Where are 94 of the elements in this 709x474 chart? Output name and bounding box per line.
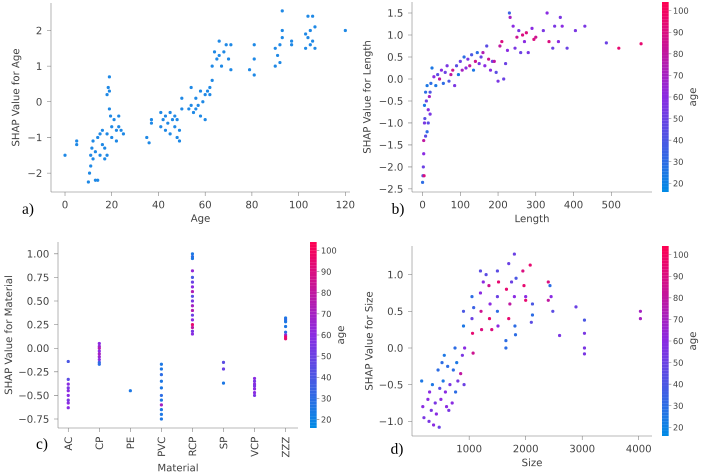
color-bar-label: 60 bbox=[674, 338, 683, 344]
x-axis-title: Age bbox=[190, 214, 210, 224]
color-bar-label: 50 bbox=[674, 115, 683, 122]
y-tick-label: 1 bbox=[36, 62, 42, 70]
x-tick-label: 0 bbox=[62, 200, 68, 208]
y-axis-title: SHAP Value for Material bbox=[4, 276, 12, 394]
y-tick-label: 1.0 bbox=[388, 270, 403, 278]
y-tick-label: −1.0 bbox=[380, 119, 403, 127]
y-tick-label: −0.5 bbox=[380, 380, 402, 388]
color-bar-label: 40 bbox=[673, 381, 683, 388]
y-tick-label: 0.5 bbox=[388, 53, 402, 61]
x-tick-label: 200 bbox=[489, 200, 508, 208]
y-tick-label: −2.0 bbox=[380, 163, 403, 171]
y-tick-label: 1.0 bbox=[388, 31, 403, 39]
x-tick-label: 2000 bbox=[514, 444, 538, 452]
y-axis-title: SHAP Value for Age bbox=[12, 48, 22, 146]
x-tick-label: CP bbox=[95, 437, 104, 450]
color-bar-title: age bbox=[338, 326, 346, 344]
color-bar-label: 70 bbox=[674, 72, 683, 79]
x-tick-label: 100 bbox=[452, 200, 470, 208]
x-axis-title: Length bbox=[516, 214, 549, 224]
text: c) bbox=[36, 438, 48, 452]
x-tick-label: 120 bbox=[336, 200, 354, 208]
color-bar-label: 80 bbox=[674, 294, 683, 301]
color-bar-label: 20 bbox=[322, 416, 331, 423]
color-bar-label: 30 bbox=[674, 402, 683, 409]
y-tick-label: −0.75 bbox=[19, 415, 48, 423]
color-bar-label: 100 bbox=[322, 247, 336, 254]
color-bar-label: 30 bbox=[674, 158, 683, 165]
color-bar-label: 90 bbox=[673, 273, 683, 280]
y-tick-label: 0.50 bbox=[27, 297, 49, 305]
text: b) bbox=[392, 203, 404, 217]
x-tick-label: ZZZ bbox=[282, 437, 290, 458]
y-tick-label: 0.0 bbox=[388, 75, 403, 83]
color-bar-label: 90 bbox=[673, 29, 683, 36]
x-tick-label: 500 bbox=[602, 200, 620, 208]
y-tick-label: −1 bbox=[28, 134, 42, 142]
y-tick-label: −1.5 bbox=[380, 141, 402, 149]
x-tick-label: PVC bbox=[158, 437, 166, 456]
x-axis-title: Size bbox=[522, 458, 542, 466]
y-tick-label: 0.25 bbox=[27, 320, 48, 328]
x-tick-label: 40 bbox=[152, 200, 164, 208]
y-tick-label: 1.00 bbox=[28, 250, 49, 258]
x-tick-label: VCP bbox=[250, 437, 258, 457]
x-tick-label: AC bbox=[64, 437, 72, 450]
x-tick-label: 400 bbox=[564, 200, 583, 208]
color-bar-label: 50 bbox=[674, 359, 683, 366]
y-tick-label: 0.0 bbox=[388, 344, 403, 352]
color-bar-label: 60 bbox=[322, 332, 331, 338]
color-bar-label: 60 bbox=[674, 94, 683, 100]
x-tick-label: RCP bbox=[188, 437, 196, 456]
color-bar-label: 100 bbox=[674, 8, 688, 14]
color-bar-title: age bbox=[690, 88, 698, 106]
color-bar-label: 100 bbox=[674, 252, 688, 258]
x-tick-label: 60 bbox=[199, 200, 211, 208]
x-tick-label: PE bbox=[126, 437, 134, 448]
color-bar-label: 80 bbox=[674, 50, 683, 57]
y-tick-label: −2.5 bbox=[380, 185, 402, 193]
color-bar-label: 30 bbox=[322, 395, 331, 402]
x-tick-label: SP bbox=[220, 437, 228, 449]
y-tick-label: −1.0 bbox=[380, 417, 403, 426]
color-bar-title: age bbox=[690, 332, 698, 350]
y-tick-label: −0.5 bbox=[380, 97, 402, 105]
x-tick-label: 20 bbox=[106, 200, 118, 208]
color-bar-label: 90 bbox=[321, 268, 331, 275]
y-tick-label: 0.75 bbox=[27, 274, 48, 282]
y-tick-label: 0.5 bbox=[388, 307, 402, 316]
y-tick-label: −2 bbox=[28, 169, 42, 177]
color-bar-label: 40 bbox=[673, 137, 683, 144]
x-tick-label: 4000 bbox=[626, 444, 651, 452]
color-bar-label: 70 bbox=[674, 316, 683, 323]
y-tick-label: −0.50 bbox=[19, 392, 49, 400]
color-bar-label: 20 bbox=[674, 180, 683, 186]
x-tick-label: 1000 bbox=[457, 444, 482, 452]
y-axis-title: SHAP Value for Length bbox=[362, 41, 373, 154]
x-tick-label: 300 bbox=[526, 200, 545, 208]
text: d) bbox=[391, 443, 403, 457]
color-bar-label: 40 bbox=[321, 374, 331, 380]
color-bar-label: 50 bbox=[322, 353, 331, 360]
color-bar-label: 80 bbox=[322, 290, 331, 296]
text: a) bbox=[22, 203, 34, 217]
x-tick-label: 100 bbox=[290, 200, 308, 208]
x-tick-label: 80 bbox=[246, 200, 258, 208]
color-bar-label: 20 bbox=[674, 424, 683, 431]
y-tick-label: 1.5 bbox=[388, 9, 402, 17]
x-tick-label: 3000 bbox=[570, 444, 594, 452]
y-tick-label: 0 bbox=[36, 98, 42, 106]
x-tick-label: 0 bbox=[420, 200, 426, 208]
x-axis-title: Material bbox=[158, 464, 198, 472]
y-tick-label: 0.00 bbox=[27, 344, 49, 352]
y-tick-label: −0.25 bbox=[19, 368, 48, 376]
y-axis-title: SHAP Value for Size bbox=[364, 292, 373, 390]
y-tick-label: 2 bbox=[36, 26, 42, 34]
color-bar-label: 70 bbox=[322, 310, 331, 318]
